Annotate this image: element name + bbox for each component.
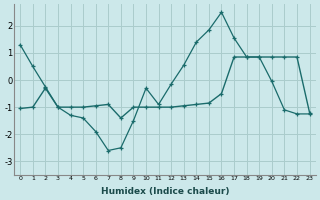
X-axis label: Humidex (Indice chaleur): Humidex (Indice chaleur): [100, 187, 229, 196]
